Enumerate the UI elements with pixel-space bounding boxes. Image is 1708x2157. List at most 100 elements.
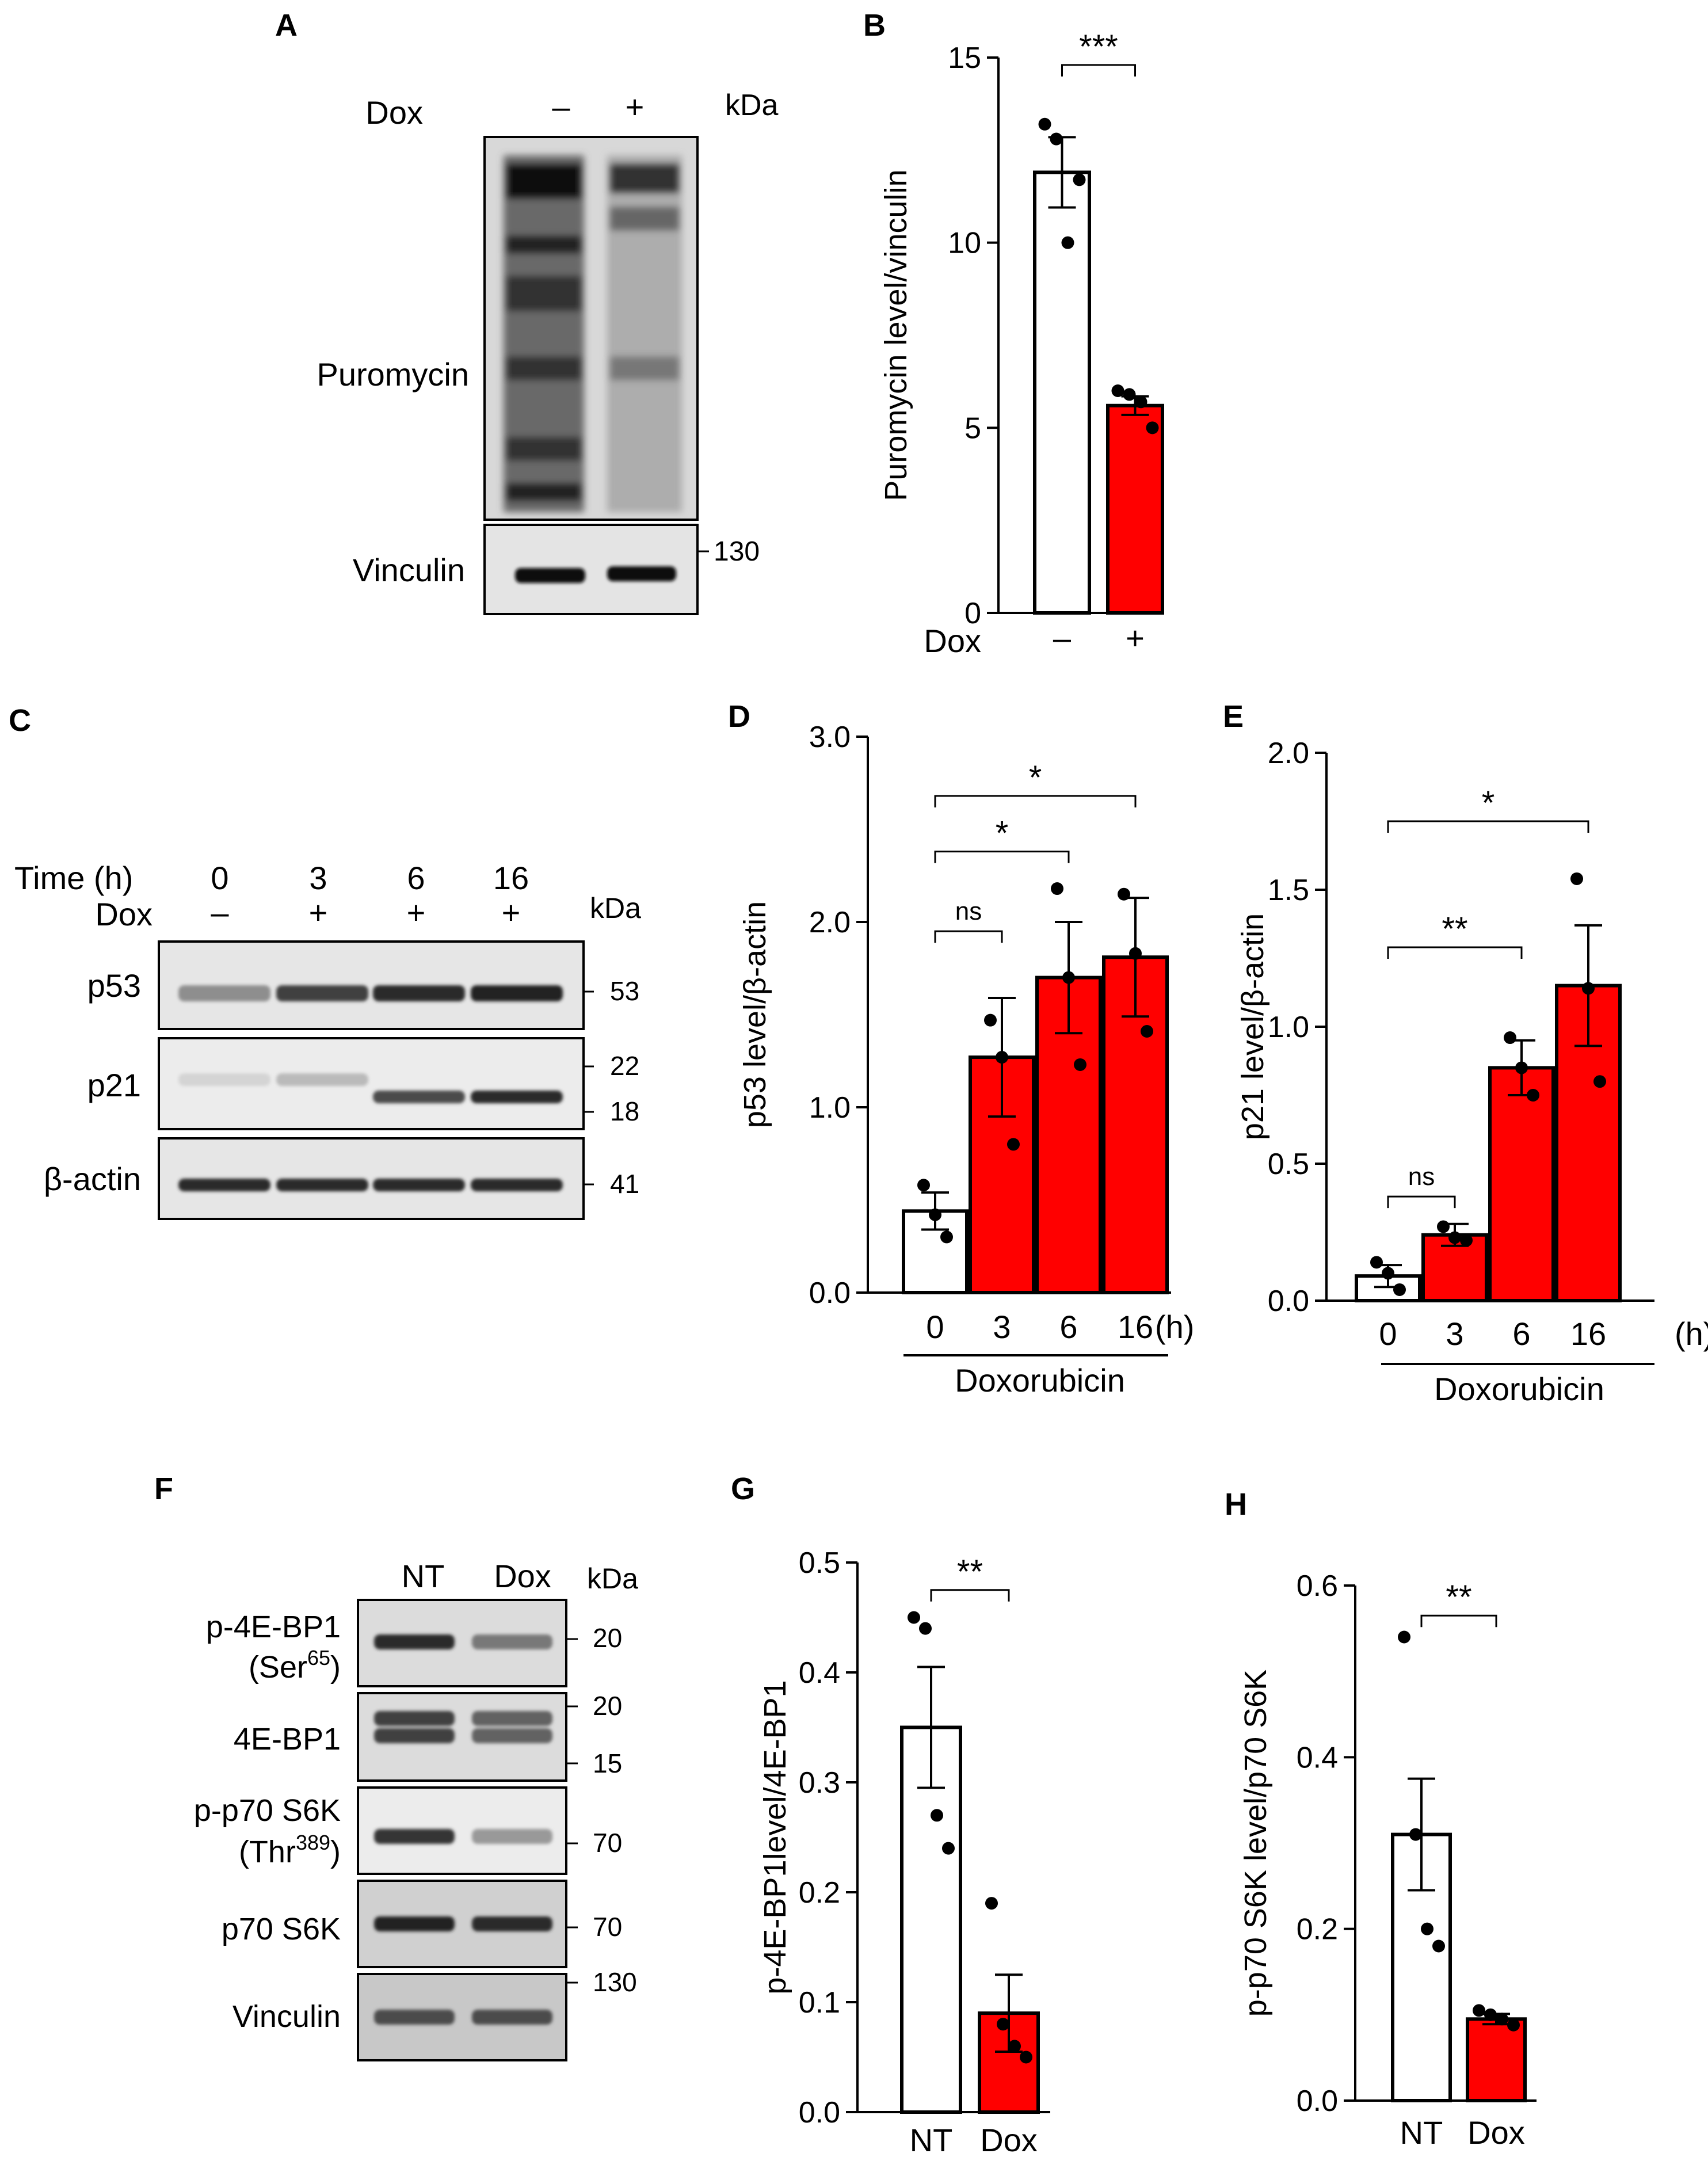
mw-marker: 41 xyxy=(610,1169,639,1199)
significance-bracket xyxy=(1387,820,1589,833)
chart-g: G 0.0 0.1 0.2 0.3 0.4 0.5 p-4E-BP1level/4E-BP1 N… xyxy=(731,1472,1050,2157)
y-tick-label: 0.4 xyxy=(1297,1741,1338,1774)
data-point xyxy=(1460,1234,1473,1247)
blot-band xyxy=(374,1728,455,1743)
x-tick-label: 16 xyxy=(1570,1316,1606,1352)
significance-label: ns xyxy=(1408,1163,1435,1191)
blot-band xyxy=(373,1179,465,1191)
data-point xyxy=(1129,947,1142,960)
y-tick-label: 0.6 xyxy=(1297,1569,1338,1603)
blot-row-label: 4E-BP1 xyxy=(234,1722,341,1756)
x-unit-label: (h) xyxy=(1675,1316,1708,1352)
y-axis-title: p-p70 S6K level/p70 S6K xyxy=(1238,1670,1273,2017)
x-group-label: Doxorubicin xyxy=(955,1362,1125,1398)
data-point xyxy=(940,1230,953,1244)
x-tick-label: 6 xyxy=(1512,1316,1530,1352)
mw-marker: 18 xyxy=(610,1096,639,1126)
lane-label: – xyxy=(552,89,570,125)
blot-band xyxy=(276,1179,368,1191)
data-point xyxy=(1146,421,1159,435)
data-point xyxy=(942,1842,955,1855)
y-tick-label: 0.5 xyxy=(1268,1148,1309,1181)
x-tick-label: NT xyxy=(910,2122,953,2157)
time-value: 16 xyxy=(493,860,529,896)
bar xyxy=(969,1055,1035,1295)
data-point xyxy=(908,1611,920,1624)
blot-band xyxy=(471,985,563,1001)
data-point xyxy=(1382,1267,1394,1280)
dox-values: – + + + xyxy=(211,894,520,931)
y-tick-label: 0.1 xyxy=(799,1986,840,2019)
data-point xyxy=(931,1809,943,1822)
blot-row-label: p53 xyxy=(87,967,141,1004)
bar xyxy=(1106,403,1164,615)
data-point xyxy=(1118,887,1130,901)
blot-row-label: p-4E-BP1 xyxy=(206,1610,341,1644)
treatment-label: Dox xyxy=(365,94,423,131)
data-point xyxy=(1038,117,1051,131)
smear-band xyxy=(506,236,581,253)
y-tick-label: 10 xyxy=(948,227,981,260)
mw-marker: 15 xyxy=(593,1748,622,1778)
data-point xyxy=(1593,1075,1606,1088)
panel-letter: G xyxy=(731,1472,755,1506)
smear-band xyxy=(610,164,679,193)
significance-bracket xyxy=(934,930,1003,943)
significance-label: * xyxy=(996,815,1009,852)
data-point xyxy=(1123,388,1136,401)
data-point xyxy=(1370,1256,1383,1269)
blot-band xyxy=(471,1179,563,1191)
dox-value: + xyxy=(309,894,328,931)
blot-band xyxy=(471,1091,563,1103)
blot-band xyxy=(178,1179,270,1191)
panel-c: C Time (h) Dox 0 3 6 16 – + + + kDa p53 … xyxy=(9,703,641,1220)
x-tick-label: 3 xyxy=(993,1309,1011,1345)
x-tick-label: + xyxy=(1126,620,1145,656)
data-point xyxy=(1504,1031,1516,1045)
chart-b: B 0 5 10 15 Puromycin level/vinculin – + Dox *** xyxy=(863,8,1164,659)
panel-letter: E xyxy=(1223,699,1244,734)
band xyxy=(607,566,676,581)
blot-c-bands xyxy=(178,985,563,1191)
x-group-label: Dox xyxy=(924,623,981,659)
x-tick-label: Dox xyxy=(980,2122,1038,2157)
bar xyxy=(1488,1066,1555,1303)
blot-row-label: Vinculin xyxy=(353,552,465,588)
y-tick-label: 0.4 xyxy=(799,1656,840,1690)
panel-letter: F xyxy=(154,1472,173,1506)
blot-band xyxy=(472,1728,552,1743)
data-point xyxy=(1507,2018,1520,2032)
y-tick-label: 1.5 xyxy=(1268,874,1309,907)
data-point xyxy=(1398,1630,1410,1644)
data-point xyxy=(1020,2051,1032,2064)
chart-e: E 0.0 0.5 1.0 1.5 2.0 p21 level/β-actin 0 3 6 16 (h… xyxy=(1223,699,1708,1407)
data-point xyxy=(984,1013,997,1027)
mw-marker: 53 xyxy=(610,976,639,1006)
y-tick-label: 2.0 xyxy=(1268,737,1309,770)
data-point xyxy=(1421,1922,1434,1935)
data-point xyxy=(1141,1024,1153,1038)
significance-label: * xyxy=(1029,759,1042,797)
y-tick-label: 0.0 xyxy=(809,1276,851,1310)
y-tick-label: 0.0 xyxy=(1297,2084,1338,2118)
time-label: Time (h) xyxy=(14,860,133,896)
mw-marker: 20 xyxy=(593,1623,622,1653)
smear-band xyxy=(506,483,581,501)
y-axis-title: p53 level/β-actin xyxy=(738,901,772,1128)
data-point xyxy=(1111,384,1124,397)
blot-band xyxy=(374,1829,455,1844)
data-point xyxy=(1061,236,1074,249)
kda-label: kDa xyxy=(590,892,641,924)
mw-marker: 70 xyxy=(593,1912,622,1942)
significance-bracket xyxy=(930,1589,1010,1602)
significance-bracket xyxy=(934,795,1137,808)
smear-band xyxy=(610,357,679,380)
chart-d: D 0.0 1.0 2.0 3.0 p53 level/β-actin 0 3 6 16 (h) Do… xyxy=(728,699,1194,1398)
blot-row-label: p-p70 S6K xyxy=(194,1793,341,1828)
band xyxy=(515,568,585,583)
blot-band xyxy=(178,985,270,1001)
data-point xyxy=(917,1179,930,1192)
smear-band xyxy=(506,437,581,460)
bar xyxy=(1033,170,1091,615)
significance-label: ns xyxy=(955,897,982,925)
